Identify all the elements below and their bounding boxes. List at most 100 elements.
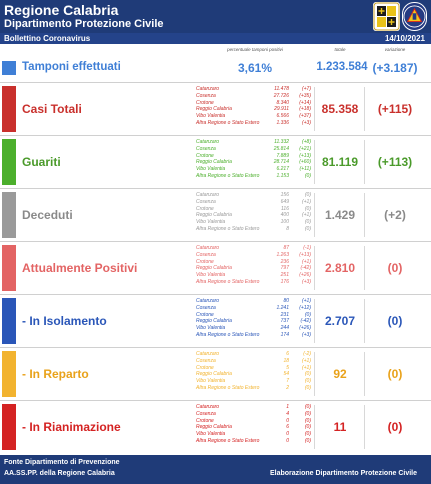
positivi-province-list: Catanzaro 87 (-1) Cosenza 1.263 (+13) Crotone 2… [196,245,311,286]
province-value: 1.241 [276,304,289,311]
column-divider [364,299,365,343]
list-item: Catanzaro 11.478 (+7) [196,86,311,93]
province-name: Catanzaro [196,245,220,251]
list-item: Vibo Valentia 251 (+26) [196,272,311,279]
province-delta: (+1) [301,198,311,205]
province-delta: (+3) [301,331,311,338]
list-item: Cosenza 1.263 (+13) [196,252,311,259]
province-value: 25.814 [273,145,289,152]
province-value: 156 [280,192,289,198]
list-item: Cosenza 4 (0) [196,411,311,418]
casi-total: 85.358 [321,102,359,116]
guariti-label: Guariti [22,155,61,169]
list-item: Crotone 7.889 (+13) [196,153,311,160]
deceduti-label: Deceduti [22,208,73,222]
province-value: 54 [283,371,289,378]
province-value: 176 [280,278,289,285]
province-delta: (+12) [299,304,311,311]
list-item: Catanzaro 87 (-1) [196,245,311,252]
province-delta: (0) [304,311,311,318]
bulletin-label: Bollettino Coronavirus [4,34,91,43]
province-delta: (+35) [299,92,311,99]
province-name: Vibo Valentia [196,219,226,226]
positivi-total: 2.810 [324,261,356,275]
province-value: 11.332 [274,139,289,145]
list-item: Cosenza 649 (+1) [196,199,311,206]
province-name: Reggio Calabria [196,159,232,166]
province-name: Vibo Valentia [196,272,226,279]
province-name: Cosenza [196,410,216,417]
province-delta: (+13) [299,251,311,258]
list-item: Reggio Calabria 797 (-42) [196,265,311,272]
column-divider [364,87,365,131]
province-value: 6.217 [276,166,289,173]
subheader-bar: Bollettino Coronavirus 14/10/2021 [0,33,431,44]
province-delta: (0) [304,378,311,385]
province-delta: (+26) [299,272,311,279]
rianimazione-label: - In Rianimazione [22,420,121,434]
section-rianimazione: - In Rianimazione Catanzaro 1 (0) Cosenza 4 (0… [0,400,431,452]
province-delta: (+13) [299,152,311,159]
province-delta: (+1) [301,364,311,371]
section-casi: Casi Totali Catanzaro 11.478 (+7) Cosenza 27.… [0,82,431,134]
province-name: Catanzaro [196,192,220,198]
list-item: Crotone 231 (0) [196,312,311,319]
province-delta: (+60) [299,159,311,166]
column-divider [314,352,315,396]
province-name: Vibo Valentia [196,113,226,120]
province-delta: (0) [304,424,311,431]
region-title: Regione Calabria [4,2,119,18]
province-name: Catanzaro [196,86,220,92]
list-item: Cosenza 1.241 (+12) [196,305,311,312]
province-name: Cosenza [196,251,216,258]
guariti-total: 81.119 [321,155,359,169]
province-delta: (+3) [301,278,311,285]
list-item: Crotone 8.340 (+14) [196,100,311,107]
province-name: Crotone [196,311,214,318]
casi-delta: (+115) [377,102,413,116]
province-value: 4 [286,410,289,417]
list-item: Vibo Valentia 100 (0) [196,219,311,226]
footer-bar: Fonte Dipartimento di Prevenzione AA.SS.… [0,455,431,484]
guariti-delta: (+113) [377,155,413,169]
rianimazione-total: 11 [333,420,347,434]
column-divider [314,87,315,131]
column-header-delta: variazione [384,47,406,52]
list-item: Catanzaro 80 (+1) [196,298,311,305]
footer-source: Fonte Dipartimento di Prevenzione [4,459,120,466]
isolamento-province-list: Catanzaro 80 (+1) Cosenza 1.241 (+12) Crotone 2… [196,298,311,339]
column-divider [314,246,315,290]
province-name: Cosenza [196,357,216,364]
province-value: 100 [280,219,289,226]
province-delta: (0) [304,431,311,438]
province-name: Crotone [196,258,214,265]
deceduti-color-bar [2,192,16,238]
province-name: Catanzaro [196,404,220,410]
column-header-perc: percentuale tamponi positivi [227,47,283,52]
province-value: 27.726 [273,92,289,99]
province-delta: (0) [304,371,311,378]
province-value: 29.911 [274,106,289,113]
deceduti-delta: (+2) [384,208,406,222]
casi-label: Casi Totali [22,102,82,116]
list-item: Cosenza 27.726 (+35) [196,93,311,100]
list-item: Crotone 0 (0) [196,418,311,425]
province-delta: (+26) [299,325,311,332]
deceduti-province-list: Catanzaro 156 (0) Cosenza 649 (+1) Crotone 116 (… [196,192,311,233]
isolamento-delta: (0) [387,314,403,328]
reparto-province-list: Catanzaro 6 (-2) Cosenza 18 (+1) Crotone 5 (+1) R… [196,351,311,392]
province-name: Vibo Valentia [196,431,226,438]
province-delta: (+11) [299,166,311,173]
province-name: Altra Regione o Stato Estero [196,119,260,126]
list-item: Catanzaro 156 (0) [196,192,311,199]
province-delta: (+14) [299,99,311,106]
rianimazione-color-bar [2,404,16,450]
province-value: 18 [283,357,289,364]
province-delta: (0) [304,410,311,417]
header-bar: Regione Calabria Dipartimento Protezione… [0,0,431,33]
casi-province-list: Catanzaro 11.478 (+7) Cosenza 27.726 (+35) Cro… [196,86,311,127]
footer-source-2: AA.SS.PP. della Regione Calabria [4,470,115,477]
province-value: 6.566 [276,113,289,120]
province-value: 5 [286,364,289,371]
list-item: Cosenza 18 (+1) [196,358,311,365]
